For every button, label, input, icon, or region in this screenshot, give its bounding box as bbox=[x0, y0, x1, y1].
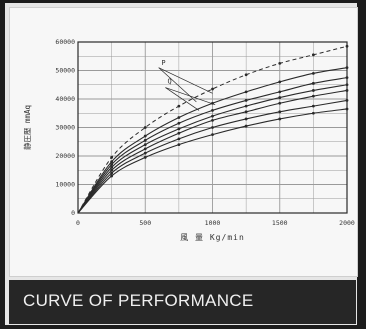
performance-chart: 0 500 1000 1500 2000010000200003000040000500… bbox=[22, 38, 355, 242]
curve-point bbox=[244, 104, 248, 108]
plot-border bbox=[77, 41, 348, 214]
curve-point bbox=[110, 160, 114, 164]
curve-point bbox=[345, 76, 349, 80]
curve-point bbox=[143, 143, 147, 147]
chart-panel: 0 500 1000 1500 2000 0 10000 20000 30000 40000 500… bbox=[9, 7, 358, 277]
curve-point bbox=[278, 117, 282, 121]
curve-point bbox=[311, 53, 315, 57]
x-tick-label: 1000 bbox=[205, 219, 221, 227]
x-tick-label: 1500 bbox=[272, 219, 288, 227]
chart-caption: CURVE OF PERFORMANCE bbox=[23, 291, 254, 310]
y-tick-label: 0 bbox=[71, 209, 75, 217]
curve-point bbox=[177, 127, 181, 131]
curve-point bbox=[311, 71, 315, 75]
curve-point bbox=[278, 96, 282, 99]
curve-point bbox=[244, 124, 248, 128]
curve-point bbox=[211, 126, 214, 129]
curve-point bbox=[177, 131, 181, 135]
curve-point bbox=[278, 80, 282, 84]
curve-point bbox=[110, 156, 114, 159]
y-tick-label: 10000 bbox=[55, 181, 75, 189]
curve-point bbox=[177, 104, 181, 108]
curve-point bbox=[345, 107, 349, 111]
x-tick-label: 0 bbox=[76, 219, 80, 227]
curve-point bbox=[244, 73, 248, 77]
caption-bar: CURVE OF PERFORMANCE bbox=[9, 280, 356, 324]
curve-point bbox=[143, 156, 147, 159]
performance-curve-7 bbox=[77, 45, 348, 214]
y-tick-label: 40000 bbox=[55, 95, 75, 103]
curve-point bbox=[110, 166, 114, 169]
curve-point bbox=[143, 147, 147, 151]
curve-point bbox=[177, 121, 181, 125]
curve-point bbox=[311, 111, 315, 115]
curve-point bbox=[278, 110, 282, 114]
curve-point bbox=[143, 151, 147, 155]
y-axis-label: 静圧壓 mmAq bbox=[22, 105, 32, 150]
y-tick-label: 50000 bbox=[55, 67, 75, 75]
x-tick-label: 2000 bbox=[339, 219, 355, 227]
curve-point bbox=[244, 99, 248, 102]
curve-point bbox=[143, 126, 147, 129]
curve-point bbox=[311, 81, 315, 85]
annotation-leader bbox=[165, 87, 216, 106]
annotation-label-p: P bbox=[161, 59, 165, 67]
curve-point bbox=[345, 99, 349, 102]
curve-point bbox=[177, 137, 181, 141]
curve-point bbox=[211, 133, 214, 137]
curve-point bbox=[311, 104, 315, 108]
x-axis-label: 風 量 Kg/min bbox=[180, 233, 245, 242]
curve-point bbox=[143, 138, 147, 142]
curve-point bbox=[278, 90, 282, 94]
curve-point bbox=[211, 109, 214, 112]
curve-point bbox=[244, 117, 248, 121]
curve-point bbox=[110, 168, 114, 172]
annotation-label-q: Q bbox=[167, 77, 171, 85]
curve-point bbox=[244, 110, 248, 114]
curve-point bbox=[177, 116, 181, 119]
curve-point bbox=[110, 163, 114, 166]
curve-point bbox=[345, 44, 349, 48]
x-tick-label: 500 bbox=[139, 219, 151, 227]
annotation-leader bbox=[165, 87, 200, 111]
curve-point bbox=[345, 66, 349, 70]
curve-point bbox=[177, 143, 181, 147]
curve-point bbox=[143, 134, 147, 138]
curve-point bbox=[211, 118, 214, 122]
y-tick-label: 30000 bbox=[55, 124, 75, 132]
curve-point bbox=[110, 171, 114, 175]
curve-point bbox=[278, 61, 282, 65]
curve-point bbox=[311, 89, 315, 92]
curve-point bbox=[345, 89, 349, 92]
y-tick-label: 60000 bbox=[55, 38, 75, 46]
curve-point bbox=[311, 94, 315, 98]
curve-point bbox=[345, 83, 349, 87]
annotation-leader bbox=[158, 67, 213, 94]
curve-point bbox=[244, 90, 248, 94]
curve-point bbox=[110, 174, 114, 178]
curve-point bbox=[211, 87, 214, 91]
curve-point bbox=[278, 101, 282, 105]
curve-point bbox=[211, 114, 214, 118]
y-tick-label: 20000 bbox=[55, 152, 75, 160]
